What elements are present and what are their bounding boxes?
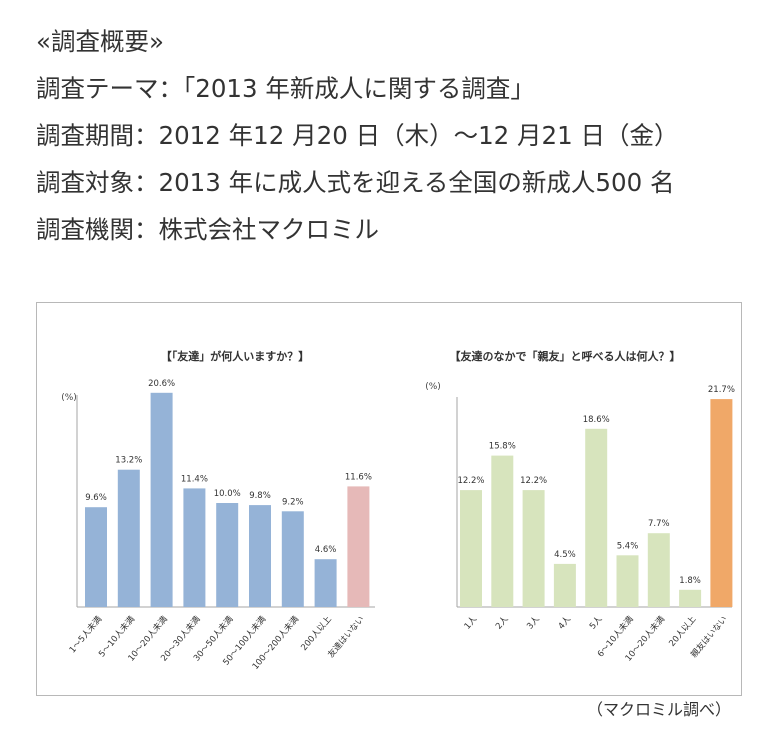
summary-theme: 調査テーマ：「2013 年新成人に関する調査」 xyxy=(36,74,535,103)
chart-1-data-label: 11.6% xyxy=(345,472,372,482)
chart-2-data-label: 4.5% xyxy=(554,550,576,560)
chart-2-bar xyxy=(710,399,733,607)
chart-1-data-label: 9.2% xyxy=(282,497,304,507)
chart-2-bar xyxy=(460,490,482,607)
chart-2-bar xyxy=(616,555,639,607)
chart-2-title: 【友達のなかで「親友」と呼べる人は何人？】 xyxy=(450,349,681,363)
chart-2-bar xyxy=(491,455,514,607)
chart-2-bar xyxy=(522,490,545,607)
charts-figure: 【「友達」が何人いますか？】 (%) 9.6% 1～5人未満 13.2% 5～10人未満 2… xyxy=(36,302,742,696)
chart-2-data-label: 12.2% xyxy=(457,476,484,486)
chart-2-category-label: 20人以上 xyxy=(667,614,698,649)
chart-2-data-label: 18.6% xyxy=(583,415,610,425)
chart-1-data-label: 11.4% xyxy=(181,474,208,484)
chart-2-data-label: 7.7% xyxy=(648,519,670,529)
chart-2-data-label: 1.8% xyxy=(679,576,701,586)
chart-1-data-label: 13.2% xyxy=(115,456,142,466)
chart-2-y-unit: (%) xyxy=(425,382,441,392)
chart-2-data-label: 12.2% xyxy=(520,476,547,486)
chart-1-data-label: 9.6% xyxy=(85,493,107,503)
chart-1-bar xyxy=(85,507,107,607)
chart-2-category-label: 4人 xyxy=(557,614,574,631)
chart-2-category-label: 3人 xyxy=(525,614,542,631)
chart-1-y-unit: (%) xyxy=(61,393,77,403)
chart-1-data-label: 10.0% xyxy=(214,489,241,499)
summary-agency: 調査機関：株式会社マクロミル xyxy=(36,215,379,244)
chart-1-bar xyxy=(281,511,304,607)
chart-2-bar xyxy=(647,533,670,607)
summary-heading: «調査概要» xyxy=(36,27,164,56)
source-note: （マクロミル調べ） xyxy=(586,700,731,719)
chart-2-data-label: 21.7% xyxy=(708,385,735,395)
chart-1-bar xyxy=(249,505,271,607)
chart-2-bar xyxy=(553,563,576,607)
chart-1-title: 【「友達」が何人いますか？】 xyxy=(161,349,310,363)
chart-2-bar xyxy=(585,428,608,607)
chart-2-data-label: 15.8% xyxy=(489,442,516,452)
chart-2-bar xyxy=(679,589,702,607)
chart-1-bar xyxy=(314,559,337,607)
summary-target: 調査対象：2013 年に成人式を迎える全国の新成人500 名 xyxy=(36,168,675,197)
chart-2-category-label: 1人 xyxy=(463,614,480,631)
summary-period: 調査期間：2012 年12 月20 日（木）～12 月21 日（金） xyxy=(36,121,679,150)
survey-summary: «調査概要» 調査テーマ：「2013 年新成人に関する調査」 調査期間：2012… xyxy=(36,18,679,253)
chart-1-bar xyxy=(183,488,206,607)
chart-1-bar xyxy=(150,392,173,607)
chart-1-data-label: 4.6% xyxy=(315,545,337,555)
chart-1-category-label: 200人以上 xyxy=(299,614,334,653)
chart-2-category-label: 5人 xyxy=(588,614,605,631)
chart-1-bar xyxy=(347,486,370,607)
chart-1-category-label: 1～5人未満 xyxy=(67,613,105,655)
chart-1-bar xyxy=(117,469,140,607)
chart-1-data-label: 9.8% xyxy=(249,491,271,501)
chart-2-data-label: 5.4% xyxy=(617,541,639,551)
charts-svg: 【「友達」が何人いますか？】(%)9.6%1～5人未満13.2%5～10人未満2… xyxy=(61,349,735,672)
chart-1-data-label: 20.6% xyxy=(148,379,175,389)
chart-2-category-label: 2人 xyxy=(494,614,511,631)
chart-1-bar xyxy=(216,503,239,607)
